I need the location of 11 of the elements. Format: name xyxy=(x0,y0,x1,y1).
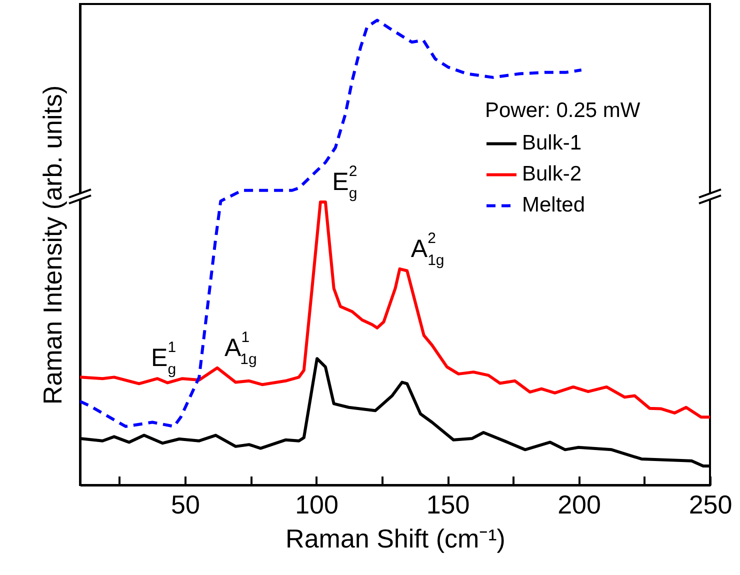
y-axis-title: Raman Intensity (arb. units) xyxy=(38,85,68,405)
x-tick-label: 200 xyxy=(558,490,601,520)
legend-label: Bulk-1 xyxy=(522,132,582,155)
legend-label: Bulk-2 xyxy=(522,162,582,186)
x-tick-label: 250 xyxy=(688,490,732,520)
x-tick-label: 50 xyxy=(171,490,200,520)
x-axis-title: Raman Shift (cm⁻¹) xyxy=(286,524,506,554)
legend-title: Power: 0.25 mW xyxy=(485,99,640,122)
x-tick-label: 150 xyxy=(426,490,470,520)
legend-label: Melted xyxy=(522,194,586,217)
x-tick-label: 100 xyxy=(295,490,338,520)
